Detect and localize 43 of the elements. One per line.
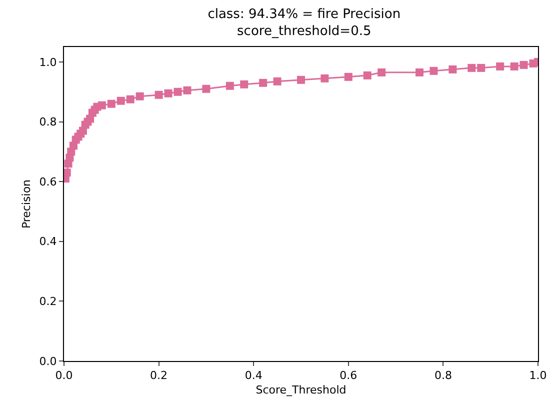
x-tick-label: 0.0 [55,369,73,382]
point [107,100,116,108]
y-axis-title: Precision [20,179,33,229]
y-tick-label: 0.4 [39,235,57,248]
x-tick-label: 0.8 [434,369,452,382]
point [430,66,438,75]
point [259,78,268,87]
point [477,64,486,72]
point [202,84,210,93]
point [496,62,504,70]
point [98,101,106,110]
point [126,95,134,104]
chart-title: class: 94.34% = fire Precision score_threshold=0.5 [208,7,401,40]
point [183,86,192,94]
point [226,82,234,90]
point [297,76,305,84]
x-tick-label: 1.0 [529,369,547,382]
point [378,68,386,76]
y-tick-label: 0.8 [39,116,57,129]
point [174,88,182,96]
y-tick-label: 1.0 [39,56,57,69]
x-tick-label: 0.2 [150,369,168,382]
y-tick-label: 0.0 [39,354,57,368]
point [363,71,372,80]
point [164,89,172,98]
point [416,68,424,76]
point [520,60,528,69]
x-tick-label: 0.6 [340,369,358,382]
point [273,77,282,86]
x-tick-label: 0.4 [244,369,262,382]
y-tick-label: 0.2 [39,295,57,308]
y-tick-label: 0.6 [39,175,57,188]
point [468,64,476,72]
point [448,65,457,74]
point [136,92,144,100]
point [154,90,163,99]
x-axis-title: Score_Threshold [256,383,346,396]
point [320,74,329,82]
point [240,80,248,88]
point [116,96,125,105]
point [64,168,71,177]
point [510,62,518,70]
point [344,72,352,81]
